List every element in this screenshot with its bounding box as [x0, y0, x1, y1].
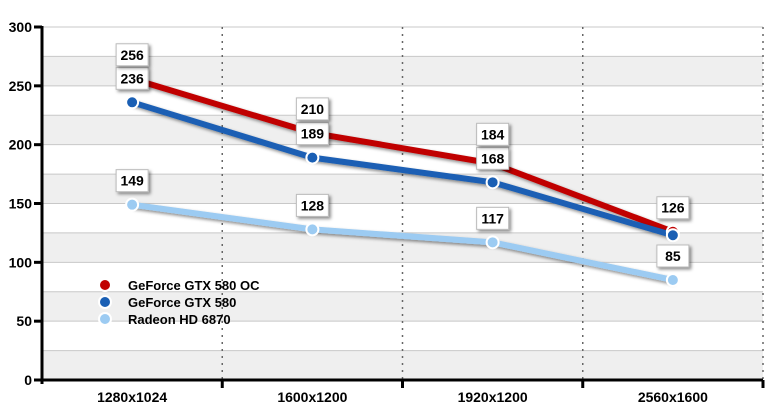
background-band: [42, 350, 763, 380]
data-label: 117: [481, 210, 504, 226]
data-label: 149: [120, 173, 144, 189]
x-tick-label: 1600x1200: [277, 389, 347, 405]
y-tick-label: 250: [9, 78, 33, 94]
data-label: 126: [661, 200, 685, 216]
y-tick-label: 0: [24, 372, 32, 388]
data-point: [665, 228, 680, 243]
legend-swatch-marker: [98, 295, 112, 309]
series-line-2: [131, 201, 674, 283]
data-label-box: [656, 244, 690, 268]
data-point: [125, 197, 140, 212]
y-tick-label: 100: [9, 254, 33, 270]
data-label-box: [115, 43, 149, 67]
data-label: 236: [120, 70, 144, 86]
data-label: 210: [301, 101, 325, 117]
y-tick-label: 200: [9, 137, 33, 153]
y-tick-label: 150: [9, 196, 33, 212]
data-label-box: [476, 146, 510, 170]
y-tick-label: 300: [9, 19, 33, 35]
data-label: 189: [301, 126, 325, 142]
data-label-box: [656, 196, 690, 220]
axes: 0 50 100 150 200 250 300 1280x1024 1600x1200 1920…: [9, 19, 765, 405]
data-label-box: [295, 97, 329, 121]
data-label-box: [115, 66, 149, 90]
data-label: 168: [481, 150, 505, 166]
data-label: 85: [665, 248, 681, 264]
background-band: [42, 291, 763, 322]
x-tick-label: 1920x1200: [458, 389, 528, 405]
data-label-box: [115, 169, 149, 193]
legend-label: GeForce GTX 580: [128, 295, 236, 310]
data-label-box: [295, 122, 329, 146]
gridlines: [42, 26, 764, 380]
y-tick-label: 50: [16, 313, 32, 329]
data-point: [485, 235, 500, 250]
data-label-box: [476, 122, 510, 146]
series-line-1: [131, 99, 674, 239]
x-tick-label: 2560x1600: [638, 389, 708, 405]
background-band: [42, 56, 763, 86]
data-point: [125, 95, 140, 110]
data-point: [665, 272, 680, 287]
legend-label: GeForce GTX 580 OC: [128, 278, 260, 293]
data-label: 128: [301, 197, 325, 213]
data-label-box: [476, 206, 510, 230]
data-label: 184: [481, 126, 505, 142]
data-label-box: [295, 193, 329, 217]
series-line-0: [131, 75, 674, 235]
data-labels: 149 236 256 128 189 210 117 168 184 85 126: [115, 43, 690, 268]
legend-swatch-marker: [98, 312, 112, 326]
legend-label: Radeon HD 6870: [128, 312, 231, 327]
data-point: [305, 222, 320, 237]
legend: GeForce GTX 580 OC GeForce GTX 580 Radeon …: [89, 278, 260, 327]
data-label: 256: [120, 47, 144, 63]
data-point: [485, 175, 500, 190]
legend-swatch-marker: [98, 278, 112, 292]
data-point: [305, 150, 320, 165]
x-tick-label: 1280x1024: [97, 389, 167, 405]
